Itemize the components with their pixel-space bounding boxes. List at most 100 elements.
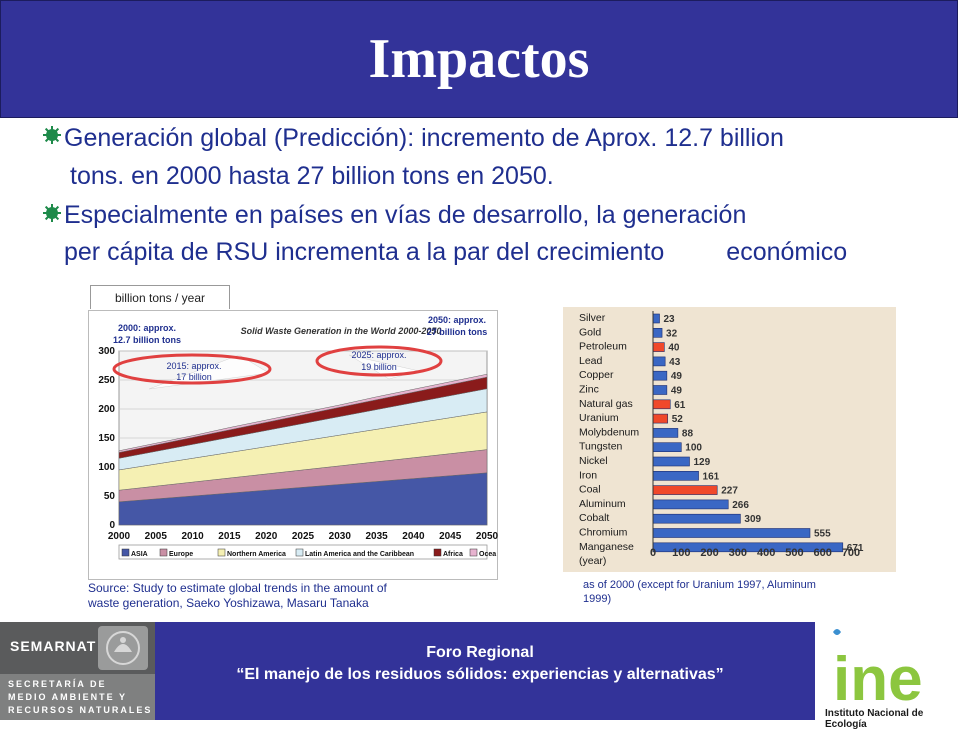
annotation-2050-line-1: 2050: approx. <box>428 315 486 325</box>
chart-title: Solid Waste Generation in the World 2000… <box>241 326 442 336</box>
x-tick-label: 500 <box>785 547 803 559</box>
legend-swatch <box>217 548 226 557</box>
legend-label: Africa <box>443 551 463 558</box>
year-axis-label: (year) <box>579 555 606 567</box>
x-tick-label: 2045 <box>439 531 462 542</box>
y-tick-label: 0 <box>109 520 115 531</box>
callout-ellipse-2025 <box>315 345 443 377</box>
bar-value-label: 129 <box>693 457 710 468</box>
legend-label: Northern America <box>227 551 286 558</box>
minerals-bar-chart: Silver 23 Gold 32 Petroleum 40 Lead 43 Copper 49 Z… <box>579 311 864 567</box>
x-tick-label: 2000 <box>108 531 131 542</box>
category-label: Zinc <box>579 384 599 396</box>
bar-value-label: 671 <box>847 543 864 554</box>
x-tick-label: 0 <box>650 547 656 559</box>
x-tick-label: 2050 <box>476 531 499 542</box>
bar-value-label: 88 <box>682 428 694 439</box>
area-series-ocea <box>118 373 488 453</box>
category-label: Aluminum <box>579 498 626 510</box>
semarnat-sub-line-1: SECRETARÍA DE <box>8 679 107 689</box>
source-line-1: Source: Study to estimate global trends … <box>88 581 387 595</box>
bar-iron <box>652 471 699 481</box>
bar-value-label: 49 <box>671 386 683 397</box>
category-label: Nickel <box>579 455 608 467</box>
bar-value-label: 23 <box>664 314 676 325</box>
x-tick-label: 600 <box>814 547 832 559</box>
bar-silver <box>652 313 660 324</box>
legend-label: Ocea <box>479 551 496 558</box>
bar-chromium <box>652 528 811 538</box>
bar-value-label: 43 <box>669 357 681 368</box>
x-tick-label: 400 <box>757 547 775 559</box>
source-line-2: waste generation, Saeko Yoshizawa, Masar… <box>88 596 369 610</box>
legend-swatch <box>469 548 478 557</box>
bar-value-label: 40 <box>668 343 680 354</box>
bar-lead <box>652 356 666 367</box>
y-tick-label: 200 <box>98 404 115 415</box>
semarnat-sub-line-2: MEDIO AMBIENTE Y <box>8 692 128 702</box>
category-label: Tungsten <box>579 441 623 453</box>
annotation-2000: 2000: approx. 12.7 billion tons <box>113 323 181 345</box>
category-label: Molybdenum <box>579 426 639 438</box>
category-label: Chromium <box>579 527 628 539</box>
category-label: Gold <box>579 326 601 338</box>
category-label: Lead <box>579 355 603 367</box>
x-tick-label: 2025 <box>292 531 315 542</box>
category-label: Copper <box>579 369 614 381</box>
bar-value-label: 49 <box>671 371 683 382</box>
x-tick-label: 2015 <box>218 531 241 542</box>
y-tick-label: 250 <box>98 375 115 386</box>
semarnat-logo-top: SEMARNAT <box>0 622 155 674</box>
category-label: Manganese <box>579 541 634 553</box>
category-label: Coal <box>579 484 601 496</box>
legend-label: Europe <box>169 551 193 558</box>
annotation-2015-line-1: 2015: approx. <box>166 361 221 371</box>
bar-natural-gas <box>652 399 671 410</box>
x-tick-label: 200 <box>700 547 718 559</box>
y-tick-label: 100 <box>98 462 115 473</box>
legend-label: Latin America and the Caribbean <box>305 551 414 558</box>
y-tick-label: 300 <box>98 346 115 357</box>
callout-pointer <box>148 354 270 390</box>
bar-uranium <box>652 413 669 424</box>
legend-label: ASIA <box>131 551 148 558</box>
callout-ellipse-2015 <box>112 353 272 385</box>
y-tick-label: 50 <box>104 491 116 502</box>
bar-value-label: 309 <box>744 514 761 525</box>
slide-title: Impactos <box>368 28 590 90</box>
ine-logo: ine Instituto Nacional de Ecología <box>815 622 960 730</box>
annotation-2050: 2050: approx. 27 billion tons <box>427 315 488 337</box>
semarnat-subtitle: SECRETARÍA DE MEDIO AMBIENTE Y RECURSOS … <box>8 678 152 717</box>
legend-swatch <box>295 548 304 557</box>
bullet-2-line-3-text: económico <box>726 238 848 266</box>
bar-copper <box>652 370 668 381</box>
annotation-2000-line-1: 2000: approx. <box>118 323 176 333</box>
institute-name: Instituto Nacional de Ecología <box>825 708 924 730</box>
category-label: Iron <box>579 469 597 481</box>
bar-value-label: 52 <box>672 414 684 425</box>
bar-value-label: 555 <box>814 529 831 540</box>
legend-swatch <box>121 548 130 557</box>
annotation-2025-line-2: 19 billion <box>361 362 397 372</box>
coat-of-arms-icon <box>98 626 148 670</box>
annotation-2050-line-2: 27 billion tons <box>427 327 488 337</box>
x-tick-label: 2020 <box>255 531 278 542</box>
footer <box>0 622 960 720</box>
title-bar: Impactos <box>0 0 958 118</box>
x-tick-label: 2030 <box>329 531 352 542</box>
ine-logo-mark-icon: ine <box>833 629 923 714</box>
category-label: Silver <box>579 312 606 324</box>
x-tick-label: 700 <box>842 547 860 559</box>
event-title: Foro Regional <box>426 644 534 661</box>
bar-tungsten <box>652 442 682 452</box>
semarnat-logo: SEMARNAT SECRETARÍA DE MEDIO AMBIENTE Y … <box>0 622 155 720</box>
bullet-2-line-2-text: per cápita de RSU incrementa a la par de… <box>64 238 665 266</box>
bar-nickel <box>652 456 690 467</box>
x-tick-label: 2010 <box>181 531 204 542</box>
bar-coal <box>652 485 718 495</box>
x-tick-label: 100 <box>672 547 690 559</box>
x-tick-label: 2005 <box>145 531 168 542</box>
x-tick-label: 300 <box>729 547 747 559</box>
event-subtitle: “El manejo de los residuos sólidos: expe… <box>236 666 724 683</box>
note-line-2: 1999) <box>583 593 612 605</box>
